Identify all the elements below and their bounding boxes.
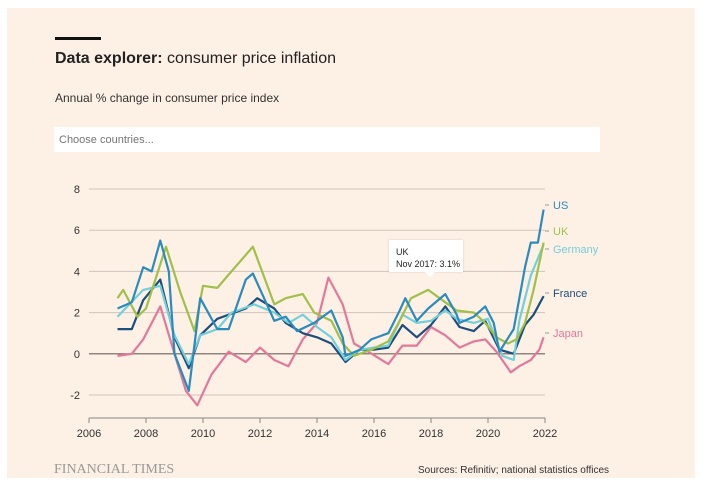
series-line-japan — [117, 276, 545, 407]
sources-note: Sources: Refinitiv; national statistics … — [418, 465, 610, 476]
chart-subtitle: Annual % change in consumer price index — [55, 91, 280, 105]
tooltip: UK Nov 2017: 3.1% — [389, 240, 463, 277]
y-tick-label: 4 — [74, 266, 80, 278]
tooltip-series: UK — [396, 247, 409, 257]
series-line-france — [117, 278, 545, 370]
series-label-germany: Germany — [553, 244, 599, 256]
ft-logo: FINANCIAL TIMES — [54, 462, 175, 477]
x-tick-label: 2008 — [134, 428, 158, 440]
series-line-uk — [116, 242, 545, 357]
series-line-germany — [116, 244, 545, 366]
x-tick-label: 2006 — [77, 428, 101, 440]
y-tick-label: 0 — [74, 349, 80, 361]
tooltip-value: Nov 2017: 3.1% — [396, 259, 461, 269]
title-accent-bar — [55, 37, 101, 40]
series-label-uk: UK — [553, 226, 569, 238]
title-rest: consumer price inflation — [162, 50, 337, 67]
title-bold: Data explorer: — [55, 50, 163, 67]
x-tick-label: 2018 — [419, 428, 443, 440]
y-tick-label: 2 — [74, 308, 80, 320]
y-tick-label: -2 — [70, 390, 80, 402]
x-tick-label: 2016 — [362, 428, 386, 440]
y-tick-label: 8 — [74, 184, 80, 196]
x-tick-label: 2022 — [533, 428, 557, 440]
series-line-us — [117, 209, 545, 392]
series-label-us: US — [553, 200, 568, 212]
series-label-france: France — [553, 288, 587, 300]
x-tick-label: 2014 — [305, 428, 329, 440]
x-tick-label: 2012 — [248, 428, 272, 440]
y-tick-label: 6 — [74, 225, 80, 237]
x-tick-label: 2020 — [476, 428, 500, 440]
x-tick-label: 2010 — [191, 428, 215, 440]
chart-card — [7, 8, 695, 478]
page-title: Data explorer: consumer price inflation — [55, 50, 336, 68]
country-search-input[interactable] — [54, 127, 600, 152]
series-label-japan: Japan — [553, 328, 583, 340]
